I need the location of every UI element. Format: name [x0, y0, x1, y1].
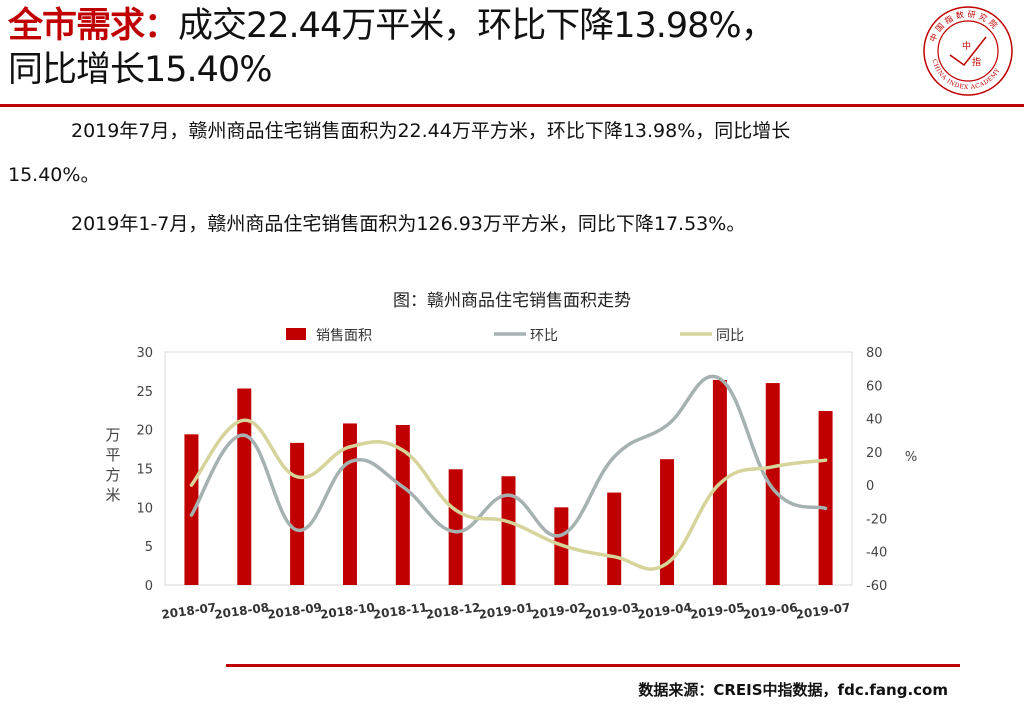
chart-title: 图：赣州商品住宅销售面积走势 — [393, 291, 631, 311]
y-axis-label-char: 平 — [105, 446, 120, 464]
x-tick-label: 2018-07 — [161, 600, 217, 622]
y2-axis-label: % — [905, 450, 917, 465]
paragraph-1-cont: 15.40%。 — [8, 164, 100, 186]
x-tick-label: 2018-09 — [266, 600, 322, 622]
x-tick-label: 2018-10 — [319, 600, 375, 622]
y2-tick-label: 0 — [866, 479, 874, 494]
logo-center-bottom: 指 — [972, 56, 981, 68]
legend-label: 同比 — [716, 328, 744, 344]
title-line2: 同比增长15.40% — [8, 50, 272, 90]
y2-tick-label: 80 — [866, 346, 883, 361]
y-tick-label: 20 — [136, 424, 153, 439]
x-tick-label: 2019-06 — [742, 600, 798, 622]
legend-swatch-sales-area — [286, 328, 306, 340]
x-tick-label: 2018-08 — [213, 600, 269, 622]
footer-divider — [226, 664, 960, 667]
line-mom — [189, 374, 828, 538]
bar-sales-area — [237, 388, 252, 585]
bar-sales-area — [607, 492, 622, 585]
y2-tick-label: -60 — [866, 579, 887, 594]
bar-sales-area — [501, 476, 516, 585]
x-tick-label: 2019-04 — [636, 600, 692, 622]
legend-label: 销售面积 — [316, 328, 372, 344]
x-tick-label: 2019-05 — [689, 600, 745, 622]
x-tick-label: 2018-12 — [425, 600, 481, 622]
y-tick-label: 15 — [136, 463, 153, 478]
bar-sales-area — [184, 434, 199, 585]
x-tick-label: 2018-11 — [372, 600, 428, 622]
bar-sales-area — [765, 383, 780, 585]
x-tick-label: 2019-01 — [478, 600, 534, 622]
y-axis-label-char: 方 — [105, 466, 120, 484]
line-yoy — [189, 418, 828, 571]
china-index-academy-logo: 中国指数研究院 CHINA INDEX ACADEMY 中 指 — [923, 6, 1013, 96]
title-line1: 成交22.44万平米，环比下降13.98%， — [178, 6, 776, 46]
bar-sales-area — [660, 459, 675, 585]
page-title: 全市需求：成交22.44万平米，环比下降13.98%， 同比增长15.40% — [8, 4, 908, 92]
paragraph-2: 2019年1-7月，赣州商品住宅销售面积为126.93万平方米，同比下降17.5… — [71, 213, 746, 235]
y-tick-label: 25 — [136, 385, 153, 400]
bar-sales-area — [395, 425, 410, 585]
x-tick-label: 2019-03 — [583, 600, 639, 622]
y-tick-label: 30 — [136, 346, 153, 361]
y-axis-label-char: 米 — [105, 486, 120, 504]
y2-tick-label: 60 — [866, 379, 883, 394]
logo-center-top: 中 — [962, 40, 971, 52]
y-tick-label: 10 — [136, 501, 153, 516]
bar-sales-area — [818, 411, 833, 585]
bar-sales-area — [448, 469, 463, 585]
x-tick-label: 2019-07 — [795, 600, 851, 622]
data-source: 数据来源：CREIS中指数据，fdc.fang.com — [638, 681, 948, 699]
header-divider — [0, 104, 1024, 107]
title-lead: 全市需求： — [8, 6, 179, 46]
y2-tick-label: 40 — [866, 413, 883, 428]
x-tick-label: 2019-02 — [531, 600, 587, 622]
y-axis-label-char: 万 — [105, 426, 120, 444]
y2-tick-label: -20 — [866, 512, 887, 527]
paragraph-1: 2019年7月，赣州商品住宅销售面积为22.44万平方米，环比下降13.98%，… — [71, 120, 791, 142]
y-tick-label: 5 — [145, 540, 153, 555]
y2-tick-label: 20 — [866, 446, 883, 461]
y2-tick-label: -40 — [866, 546, 887, 561]
y-tick-label: 0 — [145, 579, 153, 594]
bar-sales-area — [290, 442, 305, 585]
legend-label: 环比 — [530, 328, 558, 344]
